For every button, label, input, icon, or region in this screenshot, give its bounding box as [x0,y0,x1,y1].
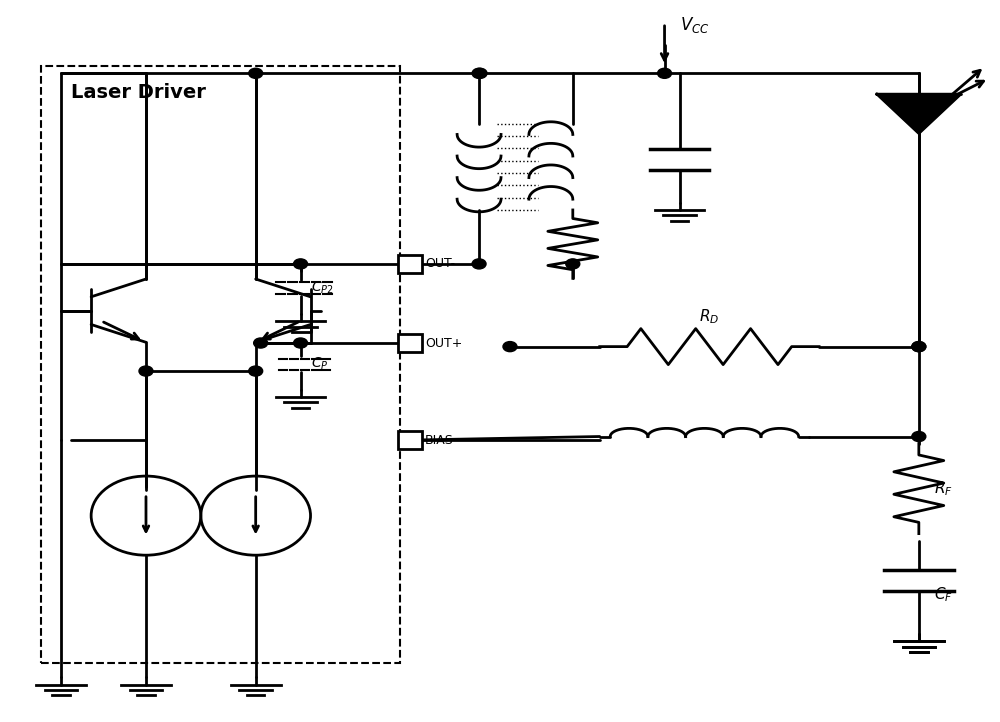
Text: $C_F$: $C_F$ [934,586,953,604]
Text: BIAS: BIAS [425,434,454,447]
Text: $C_{P2}$: $C_{P2}$ [311,279,333,296]
Circle shape [472,259,486,269]
Circle shape [473,69,487,79]
Bar [398,256,422,272]
Circle shape [294,259,308,269]
Circle shape [472,69,486,79]
Text: OUT+: OUT+ [425,336,463,349]
Circle shape [658,69,672,79]
Text: $C_P$: $C_P$ [311,356,328,372]
Text: Laser Driver: Laser Driver [71,84,206,103]
Text: $V_{CC}$: $V_{CC}$ [680,15,709,35]
Circle shape [254,338,268,348]
FancyBboxPatch shape [41,66,400,663]
Bar [398,432,422,449]
Circle shape [249,366,263,376]
Text: $R_D$: $R_D$ [699,308,720,326]
Circle shape [912,342,926,352]
Circle shape [249,69,263,79]
Circle shape [566,259,580,269]
Circle shape [912,432,926,442]
Polygon shape [877,94,961,134]
Circle shape [139,366,153,376]
Circle shape [912,342,926,352]
Text: $R_F$: $R_F$ [934,479,953,498]
Text: OUT-: OUT- [425,258,455,271]
Circle shape [294,338,308,348]
Circle shape [503,342,517,352]
Bar [398,334,422,352]
